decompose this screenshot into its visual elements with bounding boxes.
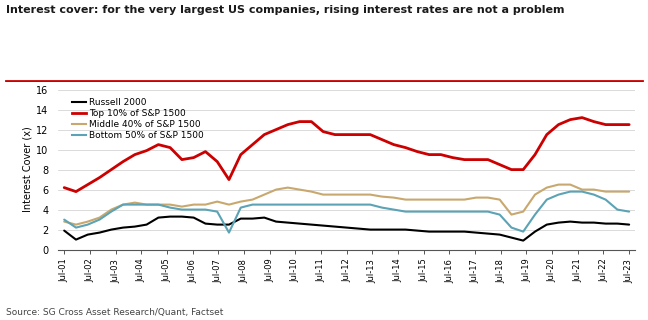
Legend: Russell 2000, Top 10% of S&P 1500, Middle 40% of S&P 1500, Bottom 50% of S&P 150: Russell 2000, Top 10% of S&P 1500, Middl…: [69, 94, 208, 144]
Text: Source: SG Cross Asset Research/Quant, Factset: Source: SG Cross Asset Research/Quant, F…: [6, 308, 224, 317]
Text: Interest cover: for the very largest US companies, rising interest rates are not: Interest cover: for the very largest US …: [6, 5, 565, 15]
Y-axis label: Interest Cover (x): Interest Cover (x): [22, 127, 32, 212]
